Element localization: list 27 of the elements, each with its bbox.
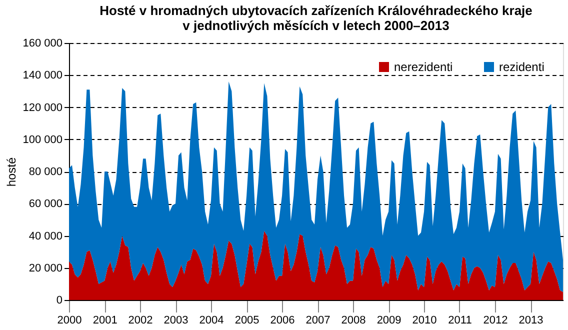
x-tick-label: 2008 (341, 314, 366, 326)
y-axis-title: hosté (4, 157, 19, 187)
x-tick-label: 2007 (306, 314, 330, 326)
y-tick-label: 140 000 (22, 70, 62, 82)
y-tick-label: 120 000 (22, 102, 62, 114)
y-tick-label: 60 000 (28, 198, 62, 210)
x-tick-label: 2005 (234, 314, 260, 326)
y-tick-label: 0 (56, 294, 62, 306)
chart-title: Hosté v hromadných ubytovacích zařízeních Královéhradeckého kraje v jednotlivých měsících v letech 2000–2013 (100, 3, 532, 33)
x-tick-label: 2004 (199, 314, 224, 326)
y-tick-label: 20 000 (28, 262, 62, 274)
x-tick-label: 2009 (376, 314, 402, 326)
y-tick-label: 80 000 (28, 166, 62, 178)
y-tick-label: 100 000 (22, 134, 62, 146)
x-tick-label: 2001 (92, 314, 118, 326)
x-tick-label: 2000 (57, 314, 82, 326)
x-tick-label: 2006 (270, 314, 295, 326)
x-tick-label: 2002 (128, 314, 153, 326)
y-tick-label: 40 000 (28, 230, 62, 242)
x-tick-label: 2011 (448, 314, 472, 326)
x-tick-label: 2012 (483, 314, 508, 326)
y-tick-label: 160 000 (22, 38, 62, 50)
x-tick-label: 2003 (164, 314, 188, 326)
x-tick-label: 2013 (518, 314, 544, 326)
legend-label: nerezidenti (394, 60, 453, 74)
x-tick-label: 2010 (412, 314, 437, 326)
legend-label: rezidenti (499, 60, 544, 74)
